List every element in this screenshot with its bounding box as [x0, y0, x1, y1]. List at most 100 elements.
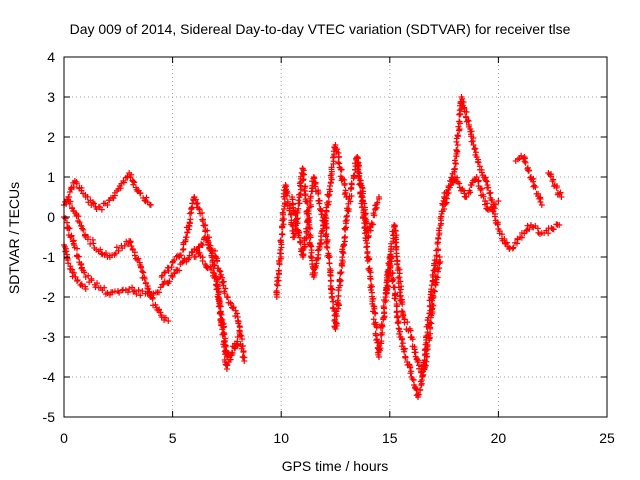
data-point-marker: [218, 322, 225, 329]
data-point-marker: [455, 132, 462, 139]
data-point-marker: [110, 195, 117, 202]
data-point-marker: [407, 364, 414, 371]
data-point-marker: [137, 190, 144, 197]
data-point-marker: [133, 290, 140, 297]
data-point-marker: [301, 187, 308, 194]
data-point-marker: [193, 201, 200, 208]
data-point-marker: [98, 206, 105, 213]
data-point-marker: [392, 290, 399, 297]
data-point-marker: [309, 261, 316, 268]
y-tick-label: -2: [43, 289, 56, 305]
data-point-marker: [338, 166, 345, 173]
data-point-marker: [523, 227, 530, 234]
data-point-marker: [477, 186, 484, 193]
data-point-marker: [382, 294, 389, 300]
data-point-marker: [192, 196, 199, 203]
data-point-marker: [461, 104, 468, 111]
data-point-marker: [274, 274, 281, 281]
data-point-marker: [364, 240, 371, 247]
data-point-marker: [525, 167, 532, 174]
data-point-marker: [176, 267, 183, 274]
data-point-marker: [72, 274, 79, 281]
data-point-marker: [341, 242, 348, 249]
data-point-marker: [482, 177, 489, 184]
data-point-marker: [397, 297, 404, 304]
data-point-marker: [85, 272, 92, 279]
data-point-marker: [479, 191, 486, 198]
data-point-marker: [218, 311, 225, 318]
data-point-marker: [77, 261, 84, 268]
data-point-marker: [321, 217, 328, 224]
data-point-marker: [84, 236, 91, 243]
data-point-marker: [431, 268, 438, 275]
data-point-marker: [518, 152, 525, 159]
data-point-marker: [391, 222, 398, 228]
data-point-marker: [433, 273, 440, 280]
data-point-marker: [445, 189, 452, 196]
data-point-marker: [322, 212, 329, 219]
data-point-marker: [168, 272, 175, 279]
x-tick-label: 10: [273, 430, 289, 446]
data-point-marker: [394, 313, 401, 320]
data-point-marker: [471, 145, 478, 152]
data-point-marker: [475, 177, 482, 184]
data-point-marker: [66, 225, 73, 232]
data-point-marker: [216, 267, 223, 274]
data-point-marker: [427, 302, 434, 309]
data-point-marker: [74, 277, 81, 284]
data-point-marker: [459, 95, 466, 102]
y-tick-label: -3: [43, 329, 56, 345]
data-point-marker: [194, 247, 201, 254]
data-point-marker: [436, 254, 443, 260]
data-point-marker: [117, 185, 124, 192]
data-point-marker: [165, 264, 172, 271]
data-point-marker: [142, 279, 149, 286]
data-point-marker: [398, 308, 405, 315]
data-point-marker: [224, 362, 231, 369]
data-point-marker: [295, 232, 302, 239]
data-point-marker: [557, 189, 564, 196]
data-point-marker: [169, 258, 176, 265]
data-point-marker: [316, 200, 323, 207]
x-tick-label: 20: [491, 430, 507, 446]
y-tick-label: 1: [47, 169, 55, 185]
data-point-marker: [101, 284, 108, 291]
data-point-marker: [296, 200, 303, 207]
data-point-marker: [94, 280, 101, 287]
data-point-marker: [166, 278, 173, 285]
data-point-marker: [168, 264, 175, 271]
data-point-marker: [127, 239, 134, 246]
data-point-marker: [491, 205, 498, 212]
data-point-marker: [485, 184, 492, 191]
data-point-marker: [473, 174, 480, 180]
data-point-marker: [356, 181, 363, 188]
data-point-marker: [358, 200, 365, 207]
data-point-marker: [453, 146, 460, 153]
data-point-marker: [127, 174, 134, 181]
data-point-marker: [143, 194, 150, 201]
data-point-marker: [438, 213, 445, 220]
data-point-marker: [70, 269, 77, 276]
data-point-marker: [396, 274, 403, 281]
data-point-marker: [304, 225, 311, 232]
data-point-marker: [345, 206, 352, 213]
data-point-marker: [209, 259, 216, 266]
data-point-marker: [189, 249, 196, 256]
data-point-marker: [484, 200, 491, 207]
data-point-marker: [380, 304, 387, 311]
data-point-marker: [429, 271, 436, 278]
data-point-marker: [394, 302, 401, 309]
data-point-marker: [230, 304, 237, 311]
data-point-marker: [295, 197, 302, 204]
data-point-marker: [106, 291, 113, 298]
data-point-marker: [383, 297, 390, 304]
data-point-marker: [227, 300, 234, 307]
data-point-marker: [424, 329, 431, 336]
data-point-marker: [398, 336, 405, 343]
data-point-marker: [329, 298, 336, 305]
data-point-marker: [300, 246, 307, 253]
data-point-marker: [378, 338, 385, 345]
data-point-marker: [326, 191, 333, 198]
data-point-marker: [307, 201, 314, 208]
